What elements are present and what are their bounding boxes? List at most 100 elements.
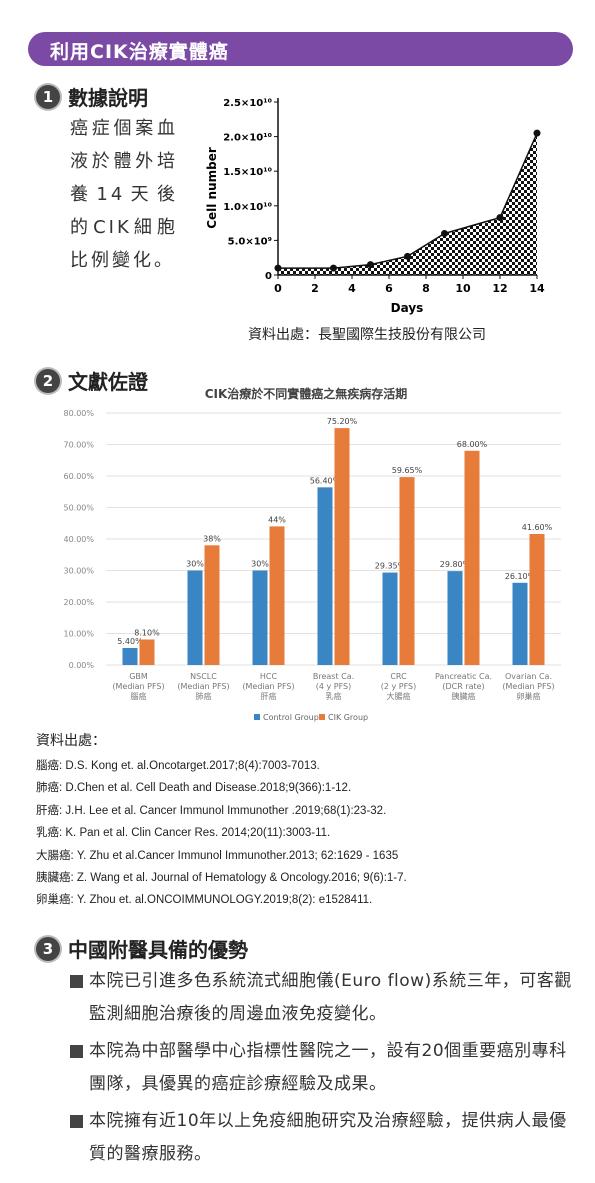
data-point	[533, 129, 541, 137]
x-tick-label: 6	[385, 282, 393, 295]
category-label: (DCR rate)	[442, 682, 484, 691]
bar	[512, 582, 528, 665]
section-title: 中國附醫具備的優勢	[68, 938, 248, 962]
bar	[122, 647, 138, 665]
category-label: 腦癌	[131, 691, 147, 701]
y-tick-label: 20.00%	[63, 598, 94, 607]
reference-item: 乳癌: K. Pan et al. Clin Cancer Res. 2014;…	[36, 827, 331, 840]
y-tick-label: 30.00%	[63, 567, 94, 576]
square-bullet-icon	[70, 1115, 83, 1128]
reference-item: 腦癌: D.S. Kong et. al.Oncotarget.2017;8(4…	[36, 760, 320, 772]
category-label: (4 y PFS)	[316, 682, 352, 691]
category-label: NSCLC	[190, 672, 217, 681]
bar	[447, 571, 463, 665]
y-tick-label: 2.0×10¹⁰	[223, 133, 272, 144]
bar-value-label: 29.80%	[440, 560, 471, 569]
y-tick-label: 0.00%	[69, 661, 95, 670]
references-heading: 資料出處：	[36, 733, 106, 749]
bar-value-label: 41.60%	[522, 523, 553, 532]
advantage-item: 本院為中部醫學中心指標性醫院之一，設有20個重要癌別專科團隊，具優異的癌症診療經…	[68, 1035, 578, 1101]
data-point	[441, 229, 448, 237]
section-number-badge: 3	[36, 936, 60, 961]
bar	[464, 450, 480, 665]
y-tick-label: 60.00%	[63, 472, 94, 481]
category-label: Ovarian Ca.	[505, 672, 552, 681]
category-label: 肝癌	[261, 691, 277, 701]
y-tick-label: 2.5×10¹⁰	[223, 98, 272, 109]
category-label: Pancreatic Ca.	[435, 672, 492, 681]
category-label: (Median PFS)	[112, 682, 164, 691]
category-label: (Median PFS)	[177, 682, 229, 691]
bar	[334, 428, 350, 665]
x-tick-label: 10	[455, 282, 471, 295]
bar	[317, 487, 333, 665]
reference-item: 卵巢癌: Y. Zhou et. al.ONCOIMMUNOLOGY.2019;…	[36, 894, 373, 907]
bar-value-label: 26.10%	[505, 572, 536, 581]
y-tick-label: 1.0×10¹⁰	[223, 202, 272, 213]
bar	[139, 639, 155, 665]
square-bullet-icon	[70, 1045, 83, 1058]
square-bullet-icon	[70, 975, 83, 988]
category-label: (2 y PFS)	[381, 682, 417, 691]
x-tick-label: 2	[311, 282, 319, 295]
category-label: 大腸癌	[387, 691, 411, 701]
y-axis-label: Cell number	[205, 147, 219, 229]
bar-value-label: 68.00%	[457, 440, 488, 449]
area-fill	[278, 133, 537, 275]
bar-value-label: 44%	[268, 515, 286, 524]
reference-item: 大腸癌: Y. Zhu et al.Cancer Immunol Immunot…	[36, 849, 399, 862]
bar-value-label: 38%	[203, 534, 221, 543]
section-number-badge: 2	[36, 368, 60, 393]
section-1-header: 1 數據說明	[36, 82, 148, 111]
cell-number-chart: 0 2 4 6 8 10 12 14 0 5.0×10⁹ 1.0×10¹⁰ 1.5×10¹⁰ 2.0×1…	[205, 98, 545, 315]
category-label: HCC	[260, 672, 278, 681]
bar-value-label: 8.10%	[134, 628, 160, 637]
y-tick-label: 50.00%	[63, 504, 94, 513]
x-tick-label: 0	[274, 282, 282, 295]
category-label: GBM	[129, 672, 148, 681]
category-label: (Median PFS)	[242, 682, 294, 691]
bar-value-label: 5.40%	[117, 637, 143, 646]
x-axis-label: Days	[391, 301, 424, 315]
x-tick-label: 8	[422, 282, 430, 295]
bar	[529, 533, 545, 665]
category-label: 肺癌	[196, 691, 212, 701]
bar-value-label: 59.65%	[392, 466, 423, 475]
banner-title: 利用CIK治療實體癌	[50, 41, 229, 63]
category-label: Breast Ca.	[313, 672, 354, 681]
bar-value-label: 30%	[186, 560, 204, 569]
bar	[204, 545, 220, 665]
bar	[187, 570, 203, 665]
references: 資料出處： 腦癌: D.S. Kong et. al.Oncotarget.20…	[36, 730, 576, 912]
y-tick-label: 5.0×10⁹	[228, 236, 272, 247]
y-tick-label: 1.5×10¹⁰	[223, 167, 272, 178]
y-tick-label: 80.00%	[63, 409, 94, 418]
y-tick-label: 70.00%	[63, 441, 94, 450]
title-banner: 利用CIK治療實體癌	[28, 32, 573, 66]
legend-label: CIK Group	[328, 713, 368, 722]
data-point	[367, 261, 374, 269]
bar-value-label: 56.40%	[310, 476, 341, 485]
section-1-description: 癌症個案血液於體外培養14天後的CIK細胞比例變化。	[70, 118, 178, 271]
section-number-badge: 1	[36, 84, 60, 109]
bar	[399, 477, 415, 665]
data-point	[404, 252, 411, 260]
data-point	[496, 214, 504, 222]
bar-value-label: 29.35%	[375, 562, 406, 571]
category-label: 乳癌	[326, 691, 342, 701]
chart-title: CIK治療於不同實體癌之無疾病存活期	[205, 386, 408, 401]
y-tick-label: 10.00%	[63, 630, 94, 639]
section-3-header: 3 中國附醫具備的優勢	[36, 934, 248, 963]
category-label: CRC	[390, 672, 407, 681]
category-label: (Median PFS)	[502, 682, 554, 691]
bar-value-label: 75.20%	[327, 417, 358, 426]
advantage-item: 本院擁有近10年以上免疫細胞研究及治療經驗，提供病人最優質的醫療服務。	[68, 1105, 578, 1171]
y-tick-label: 40.00%	[63, 535, 94, 544]
section-2-header: 2 文獻佐證	[36, 366, 148, 395]
section-1-source: 資料出處：長聖國際生技股份有限公司	[248, 327, 486, 343]
reference-item: 肝癌: J.H. Lee et al. Cancer Immunol Immun…	[36, 804, 387, 817]
bar-value-label: 30%	[251, 560, 269, 569]
advantage-item: 本院已引進多色系統流式細胞儀(Euro flow)系統三年，可客觀監測細胞治療後…	[68, 965, 578, 1031]
category-label: 卵巢癌	[517, 691, 541, 701]
x-tick-label: 12	[492, 282, 507, 295]
